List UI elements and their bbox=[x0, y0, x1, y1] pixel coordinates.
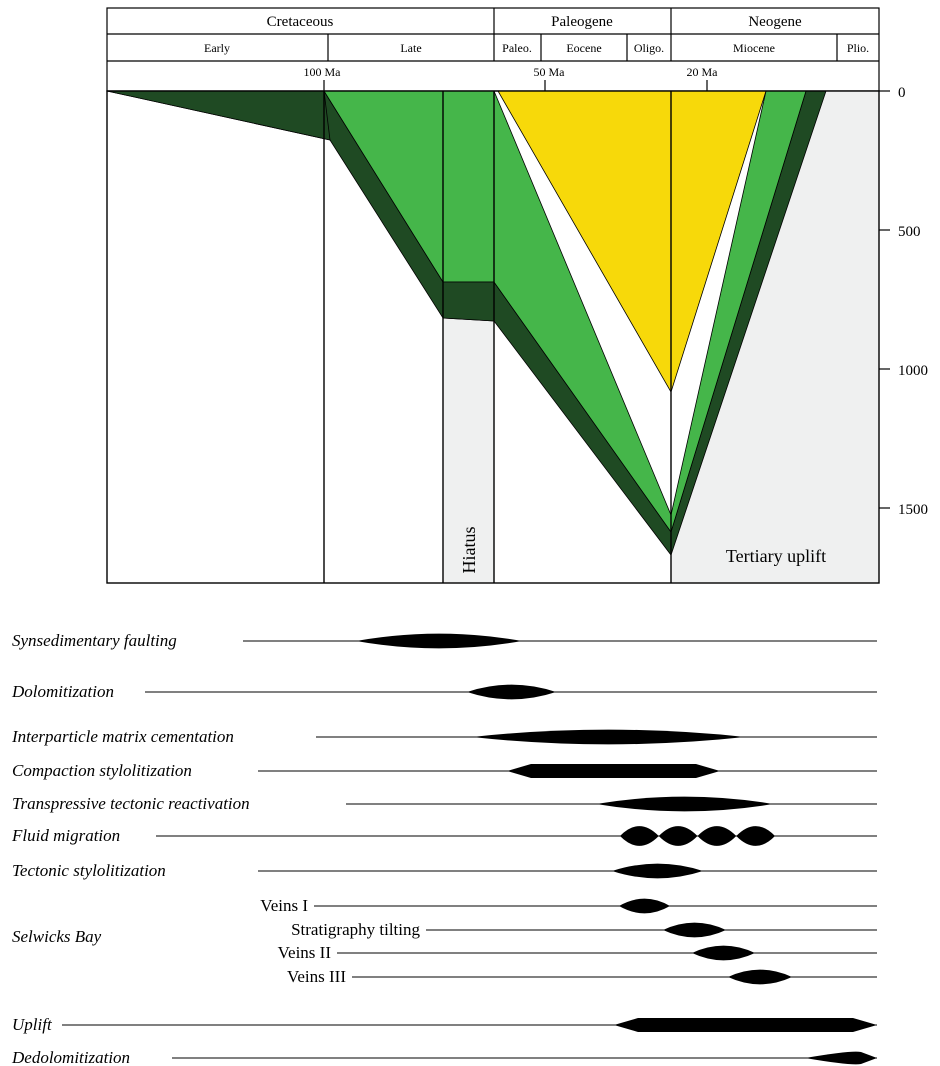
age-100ma: 100 Ma bbox=[304, 65, 342, 79]
period-neogene: Neogene bbox=[748, 14, 802, 30]
period-paleogene: Paleogene bbox=[551, 14, 613, 30]
tertiary-uplift-zone bbox=[671, 91, 879, 583]
age-50ma: 50 Ma bbox=[534, 65, 566, 79]
burial-plot bbox=[443, 91, 879, 583]
age-20ma: 20 Ma bbox=[687, 65, 719, 79]
epoch-miocene: Miocene bbox=[733, 41, 775, 55]
epoch-paleocene: Paleo. bbox=[502, 41, 532, 55]
epoch-oligocene: Oligo. bbox=[634, 41, 664, 55]
hiatus-zone bbox=[443, 318, 494, 583]
epoch-eocene: Eocene bbox=[566, 41, 601, 55]
period-cretaceous: Cretaceous bbox=[267, 14, 334, 30]
epoch-pliocene: Plio. bbox=[847, 41, 869, 55]
epoch-late: Late bbox=[400, 41, 421, 55]
epoch-early: Early bbox=[204, 41, 230, 55]
